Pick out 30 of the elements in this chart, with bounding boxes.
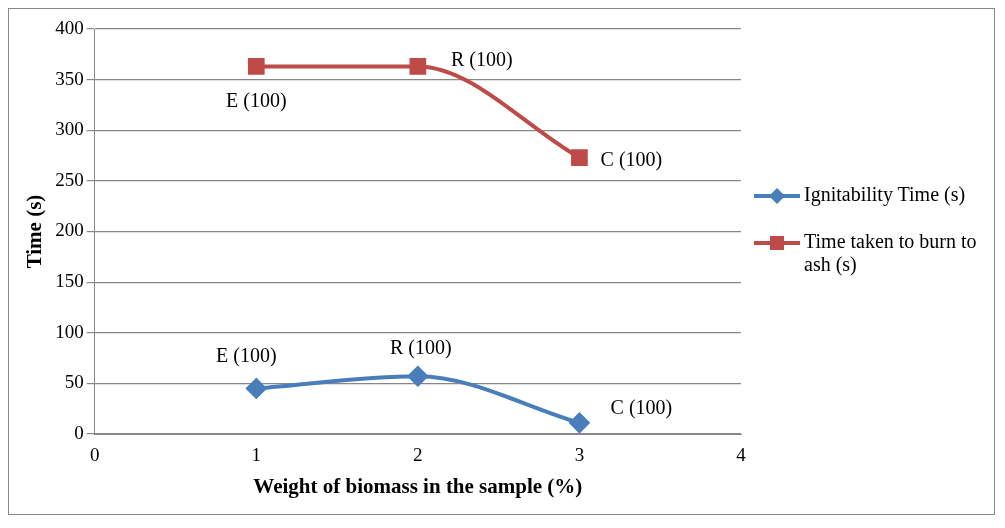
x-tick-label: 2 — [413, 444, 423, 466]
annotation: R (100) — [451, 47, 513, 71]
annotation: E (100) — [216, 343, 277, 367]
annotation: E (100) — [226, 88, 287, 112]
x-tick-label: 3 — [574, 444, 585, 466]
y-tick-label: 100 — [55, 320, 84, 342]
y-tick-label: 0 — [74, 421, 84, 443]
y-axis-title: Time (s) — [22, 194, 47, 269]
y-tick-label: 350 — [55, 67, 84, 89]
y-tick-label: 300 — [55, 118, 84, 140]
x-tick-label: 4 — [736, 444, 747, 466]
y-tick-label: 400 — [55, 16, 84, 38]
y-tick-label: 150 — [55, 270, 84, 292]
annotation: C (100) — [610, 396, 673, 420]
x-tick-label: 1 — [251, 444, 262, 466]
annotation: R (100) — [390, 335, 452, 359]
legend-label: Time taken to burn to ash (s) — [804, 230, 978, 276]
annotation: C (100) — [600, 147, 663, 171]
legend-label: Ignitability Time (s) — [804, 183, 966, 206]
point — [569, 412, 590, 433]
x-axis-title: Weight of biomass in the sample (%) — [253, 473, 583, 498]
x-tick-label: 0 — [89, 444, 100, 466]
point — [246, 378, 267, 399]
point — [407, 366, 428, 387]
y-tick-label: 50 — [64, 371, 84, 393]
point — [409, 58, 427, 75]
y-tick-label: 250 — [55, 168, 84, 190]
y-tick-label: 200 — [55, 219, 84, 241]
point — [571, 149, 588, 166]
point — [247, 58, 265, 75]
